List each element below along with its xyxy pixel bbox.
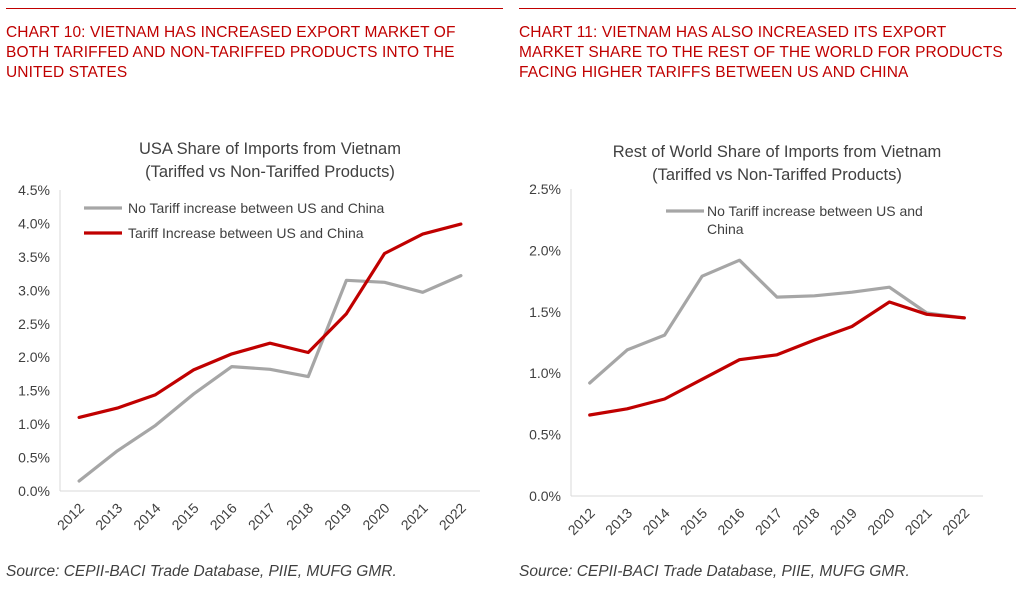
x-tick-label: 2015 bbox=[168, 500, 201, 533]
x-tick-label: 2013 bbox=[602, 505, 635, 538]
x-tick-label: 2019 bbox=[827, 505, 860, 538]
x-tick-label: 2013 bbox=[92, 500, 125, 533]
y-tick-label: 3.5% bbox=[18, 249, 50, 265]
y-tick-label: 2.0% bbox=[529, 242, 561, 258]
series-line-tariff bbox=[588, 300, 966, 417]
y-tick-label: 1.5% bbox=[18, 383, 50, 399]
legend-label-no-tariff: No Tariff increase between US and bbox=[707, 203, 923, 219]
series-line-tariff bbox=[77, 222, 463, 419]
x-tick-label: 2022 bbox=[436, 500, 469, 533]
top-rule bbox=[519, 8, 1016, 9]
chart-11-heading: CHART 11: VIETNAM HAS ALSO INCREASED ITS… bbox=[519, 24, 1003, 81]
chart-title: Rest of World Share of Imports from Viet… bbox=[613, 143, 942, 161]
y-tick-label: 0.5% bbox=[18, 450, 50, 466]
x-tick-label: 2012 bbox=[54, 500, 87, 533]
chart-11-source: Source: CEPII-BACI Trade Database, PIIE,… bbox=[519, 563, 910, 580]
x-tick-label: 2012 bbox=[565, 505, 598, 538]
x-tick-label: 2018 bbox=[789, 505, 822, 538]
legend-label-no-tariff: China bbox=[707, 221, 744, 237]
y-tick-label: 1.0% bbox=[18, 416, 50, 432]
y-tick-label: 4.5% bbox=[18, 182, 50, 198]
y-tick-label: 0.5% bbox=[529, 427, 561, 443]
x-tick-label: 2020 bbox=[359, 500, 392, 533]
series-line-no-tariff bbox=[77, 274, 463, 483]
chart-title: USA Share of Imports from Vietnam bbox=[139, 140, 401, 158]
top-rule bbox=[6, 8, 503, 9]
y-tick-label: 1.5% bbox=[529, 304, 561, 320]
x-tick-label: 2014 bbox=[130, 500, 163, 533]
x-tick-label: 2021 bbox=[398, 500, 431, 533]
chart-10-heading: CHART 10: VIETNAM HAS INCREASED EXPORT M… bbox=[6, 24, 456, 81]
legend-label-no-tariff: No Tariff increase between US and China bbox=[128, 200, 385, 216]
chart-11-plot: Rest of World Share of Imports from Viet… bbox=[529, 143, 983, 538]
y-tick-label: 4.0% bbox=[18, 215, 50, 231]
y-tick-label: 0.0% bbox=[529, 488, 561, 504]
x-tick-label: 2015 bbox=[677, 505, 710, 538]
chart-10-plot: USA Share of Imports from Vietnam (Tariff… bbox=[18, 140, 480, 533]
x-tick-label: 2016 bbox=[714, 505, 747, 538]
x-tick-label: 2017 bbox=[245, 500, 278, 533]
x-tick-label: 2020 bbox=[864, 505, 897, 538]
chart-10-source: Source: CEPII-BACI Trade Database, PIIE,… bbox=[6, 563, 397, 580]
x-tick-label: 2019 bbox=[321, 500, 354, 533]
y-tick-label: 2.5% bbox=[18, 316, 50, 332]
chart-subtitle: (Tariffed vs Non-Tariffed Products) bbox=[652, 166, 902, 184]
y-tick-label: 1.0% bbox=[529, 365, 561, 381]
chart-11-panel: CHART 11: VIETNAM HAS ALSO INCREASED ITS… bbox=[513, 0, 1018, 590]
x-tick-label: 2016 bbox=[207, 500, 240, 533]
y-tick-label: 3.0% bbox=[18, 282, 50, 298]
y-tick-label: 0.0% bbox=[18, 483, 50, 499]
x-tick-label: 2022 bbox=[939, 505, 972, 538]
chart-10-panel: CHART 10: VIETNAM HAS INCREASED EXPORT M… bbox=[0, 0, 505, 590]
legend-label-tariff: Tariff Increase between US and China bbox=[128, 225, 364, 241]
x-tick-label: 2018 bbox=[283, 500, 316, 533]
chart-subtitle: (Tariffed vs Non-Tariffed Products) bbox=[145, 163, 395, 181]
series-line-no-tariff bbox=[588, 258, 966, 385]
y-tick-label: 2.0% bbox=[18, 349, 50, 365]
x-tick-label: 2017 bbox=[752, 505, 785, 538]
x-tick-label: 2021 bbox=[902, 505, 935, 538]
y-tick-label: 2.5% bbox=[529, 181, 561, 197]
x-tick-label: 2014 bbox=[639, 505, 672, 538]
